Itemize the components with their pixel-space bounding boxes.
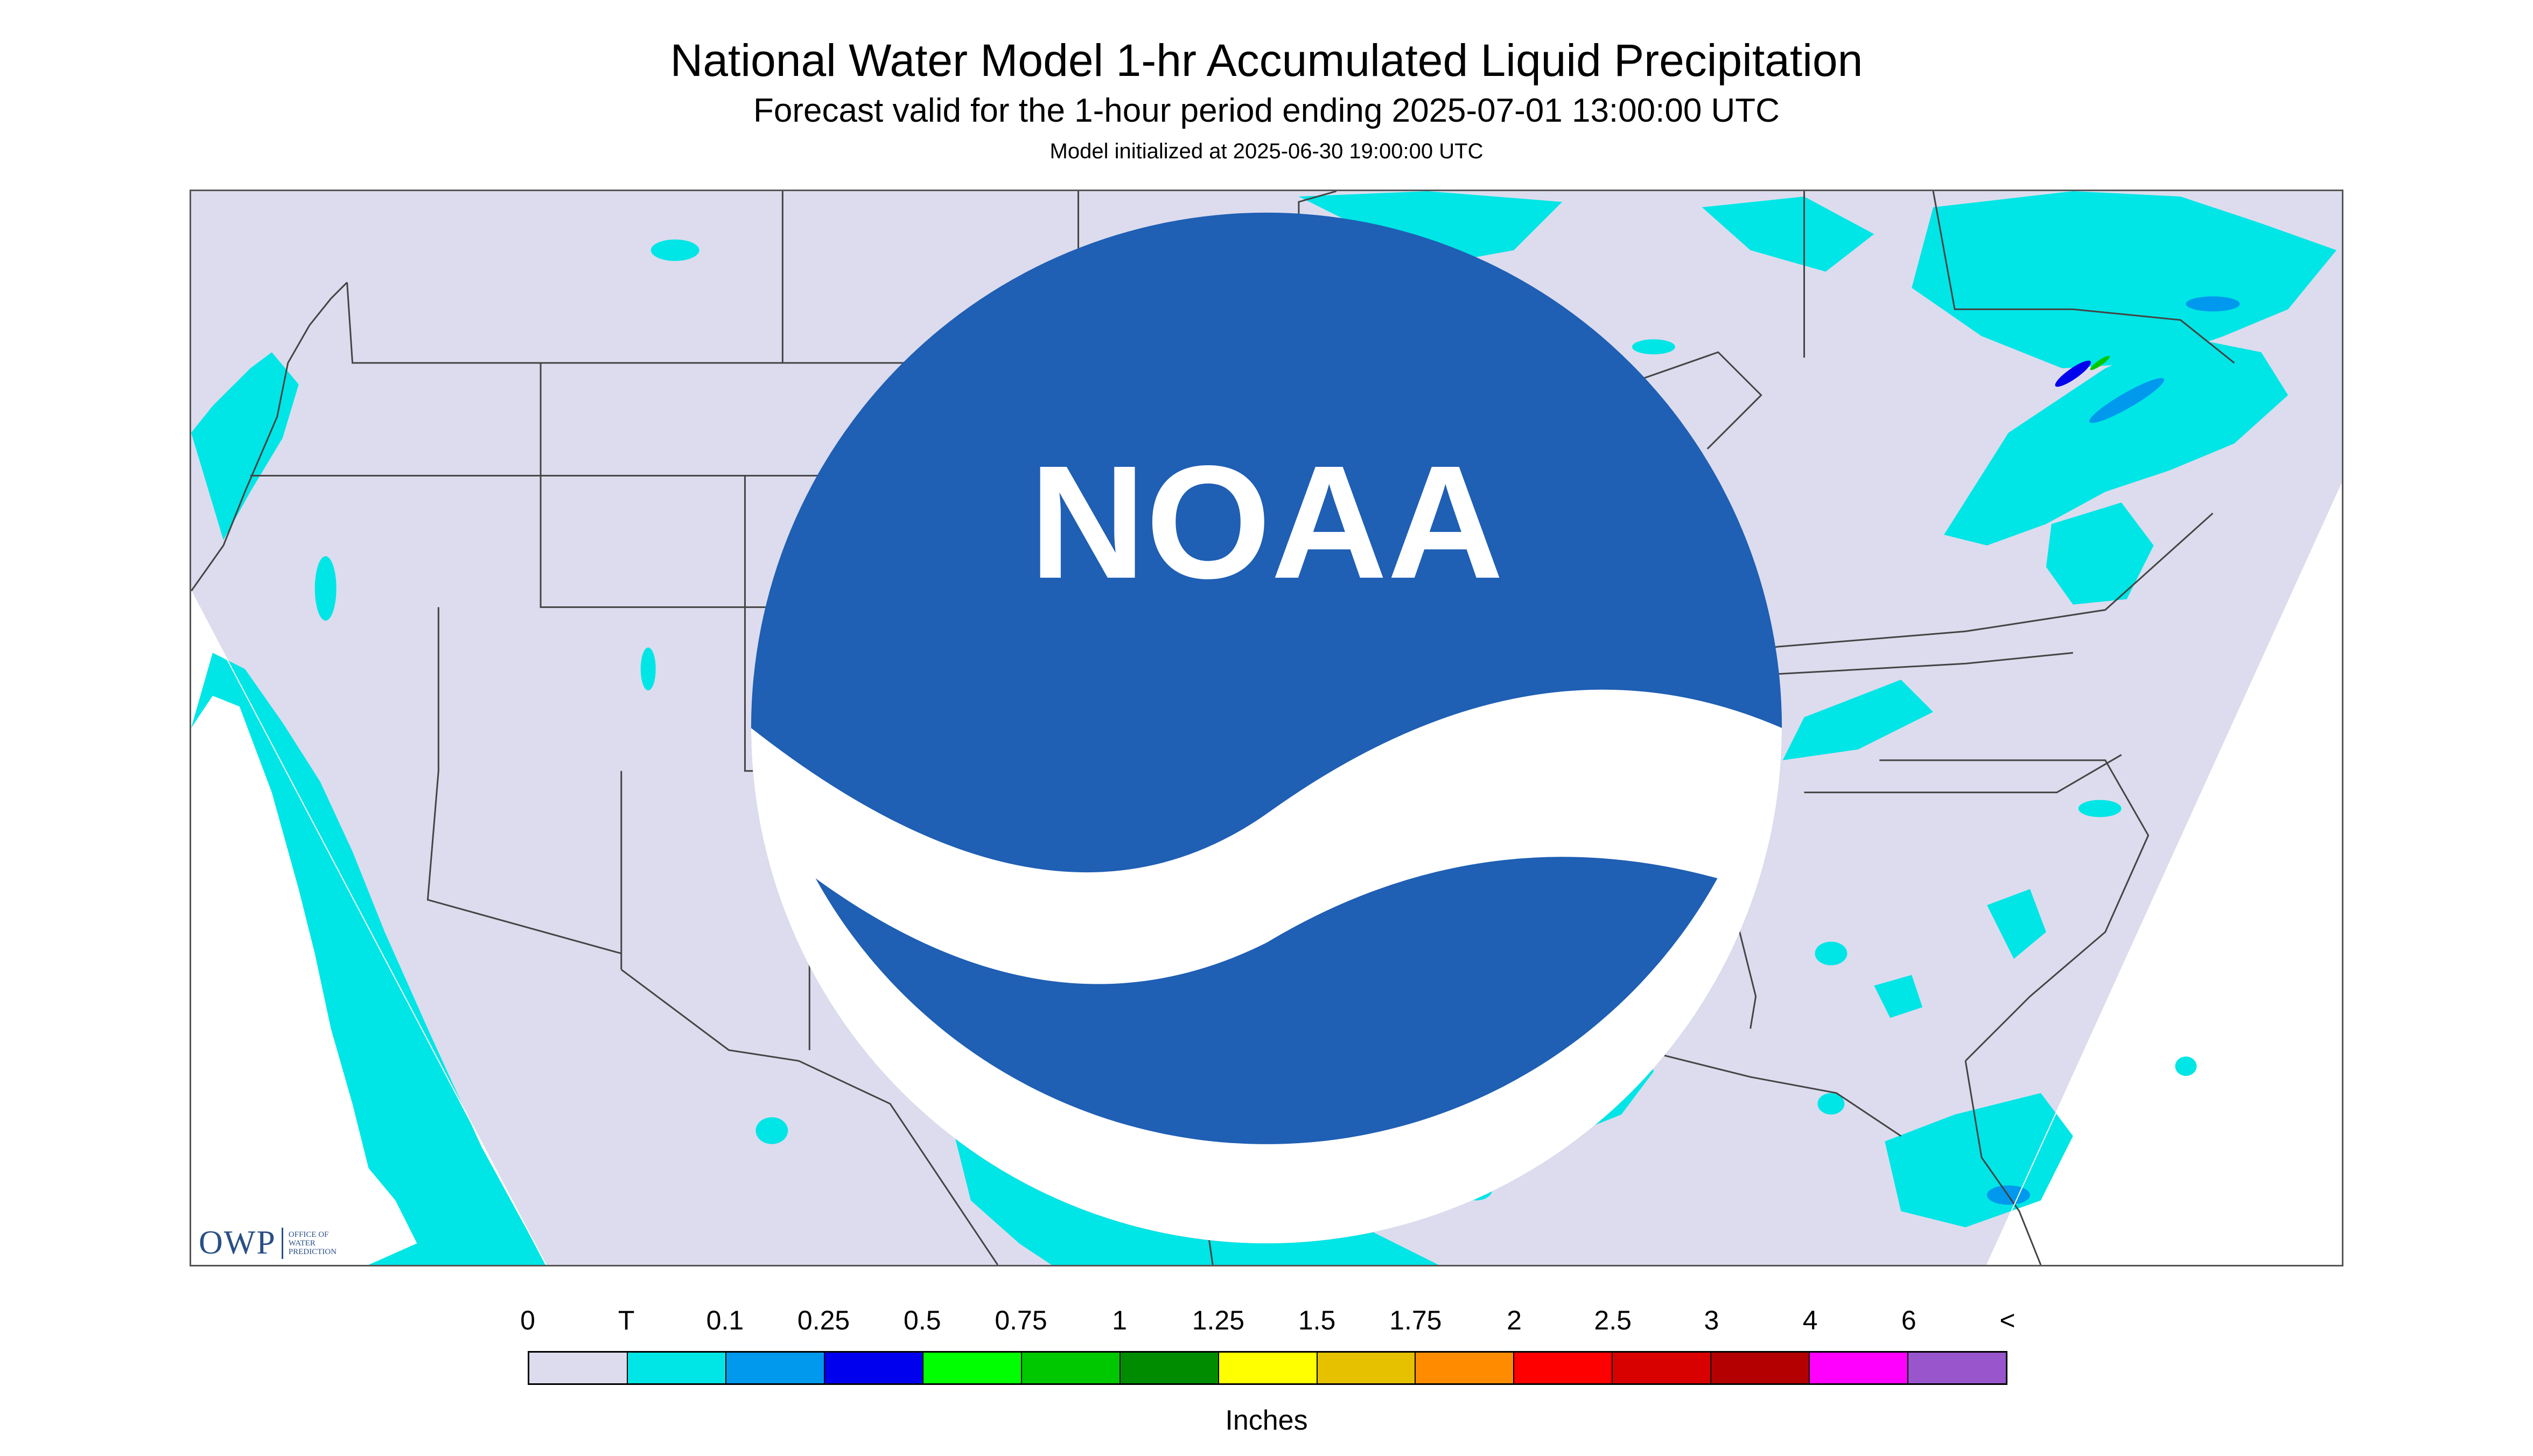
legend-label-1: T — [618, 1305, 635, 1335]
legend-swatch-2 — [726, 1353, 825, 1383]
legend-label-9: 1.75 — [1389, 1305, 1442, 1335]
legend-label-2: 0.1 — [706, 1305, 744, 1335]
legend-label-0: 0 — [520, 1305, 535, 1335]
owp-logo: OWP OFFICE OF WATER PREDICTION — [199, 1224, 337, 1262]
legend-label-3: 0.25 — [797, 1305, 850, 1335]
legend-colorbar — [528, 1351, 2007, 1385]
legend-swatch-12 — [1711, 1353, 1810, 1383]
domain-edge-left — [191, 591, 547, 1265]
legend-swatch-13 — [1810, 1353, 1909, 1383]
legend-swatch-4 — [923, 1353, 1022, 1383]
legend-swatch-3 — [824, 1353, 923, 1383]
owp-logo-mark: OWP — [199, 1224, 276, 1261]
legend-swatch-0 — [529, 1353, 628, 1383]
noaa-logo: NOAA — [751, 212, 1782, 1244]
legend-swatch-6 — [1120, 1353, 1219, 1383]
precipitation-map: OWP OFFICE OF WATER PREDICTION NOAA — [190, 190, 2343, 1266]
legend-swatch-10 — [1514, 1353, 1613, 1383]
legend-label-6: 1 — [1112, 1305, 1128, 1335]
legend-swatch-8 — [1317, 1353, 1416, 1383]
legend-units: Inches — [1225, 1405, 1308, 1436]
legend-swatch-5 — [1021, 1353, 1121, 1383]
legend-label-7: 1.25 — [1192, 1305, 1245, 1335]
legend-label-8: 1.5 — [1298, 1305, 1336, 1335]
owp-logo-text: OFFICE OF WATER PREDICTION — [288, 1230, 337, 1256]
legend-swatch-11 — [1613, 1353, 1712, 1383]
chart-subtitle: Forecast valid for the 1-hour period end… — [753, 92, 1780, 129]
legend-label-14: 6 — [1901, 1305, 1916, 1335]
legend-labels: 0 T 0.1 0.25 0.5 0.75 1 1.25 1.5 1.75 2 2.5 3 4 6 < — [0, 1304, 2533, 1336]
legend-label-13: 4 — [1802, 1305, 1818, 1335]
domain-edge-right — [1986, 483, 2342, 1265]
model-init-time: Model initialized at 2025-06-30 19:00:00… — [1049, 139, 1484, 163]
legend-label-11: 2.5 — [1594, 1305, 1632, 1335]
legend-swatch-9 — [1416, 1353, 1515, 1383]
legend-label-5: 0.75 — [995, 1305, 1047, 1335]
legend-swatch-14 — [1908, 1353, 2006, 1383]
legend-label-10: 2 — [1507, 1305, 1522, 1335]
chart-title: National Water Model 1-hr Accumulated Li… — [670, 35, 1863, 86]
owp-logo-divider — [281, 1227, 283, 1259]
legend-label-4: 0.5 — [904, 1305, 941, 1335]
svg-text:NOAA: NOAA — [1030, 432, 1504, 612]
legend-label-12: 3 — [1704, 1305, 1719, 1335]
legend-swatch-7 — [1219, 1353, 1318, 1383]
legend-label-15: < — [1999, 1305, 2016, 1335]
legend-swatch-1 — [627, 1353, 726, 1383]
